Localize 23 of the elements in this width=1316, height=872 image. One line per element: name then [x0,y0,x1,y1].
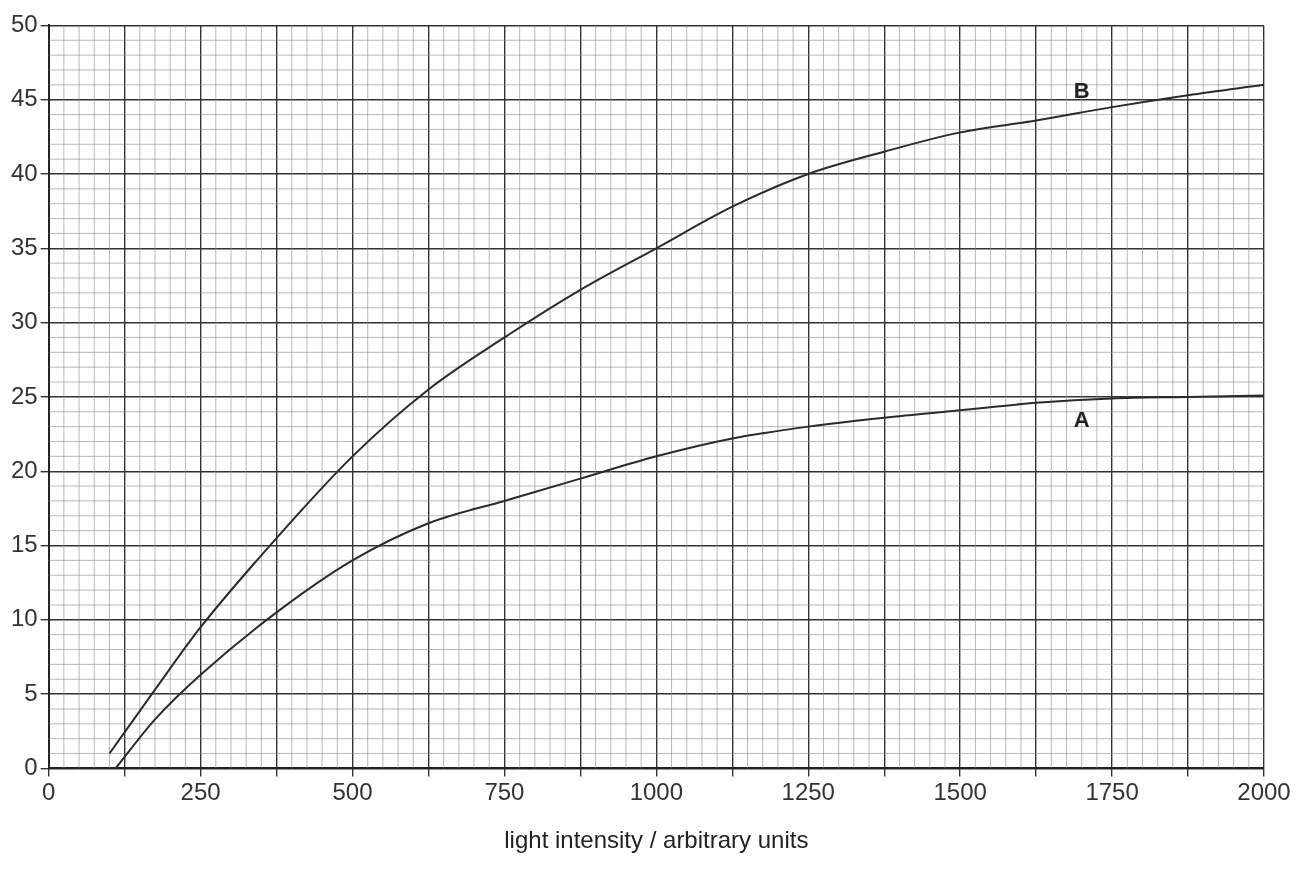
y-tick-label: 30 [10,307,38,335]
x-tick-label: 500 [332,778,373,806]
y-tick-label: 10 [10,604,38,632]
x-tick-label: 1750 [1085,778,1139,806]
x-tick-label: 1000 [629,778,684,806]
series-label: B [1073,77,1090,103]
y-tick-label: 20 [10,455,38,483]
x-axis-title: light intensity / arbitrary units [504,826,809,854]
x-tick-label: 2000 [1237,778,1291,806]
x-tick-label: 1250 [781,778,835,806]
x-tick-label: 250 [180,778,221,806]
y-tick-label: 40 [10,158,38,186]
y-tick-label: 25 [10,381,38,409]
y-tick-label: 45 [10,84,38,112]
y-tick-label: 0 [24,753,38,781]
x-tick-label: 1500 [933,778,987,806]
y-tick-label: 15 [10,530,38,558]
x-tick-label: 750 [484,778,525,806]
y-tick-label: 35 [10,232,38,260]
y-tick-label: 5 [24,678,38,706]
x-tick-label: 0 [42,778,56,806]
series-label: A [1073,407,1090,433]
y-tick-label: 50 [10,10,38,38]
